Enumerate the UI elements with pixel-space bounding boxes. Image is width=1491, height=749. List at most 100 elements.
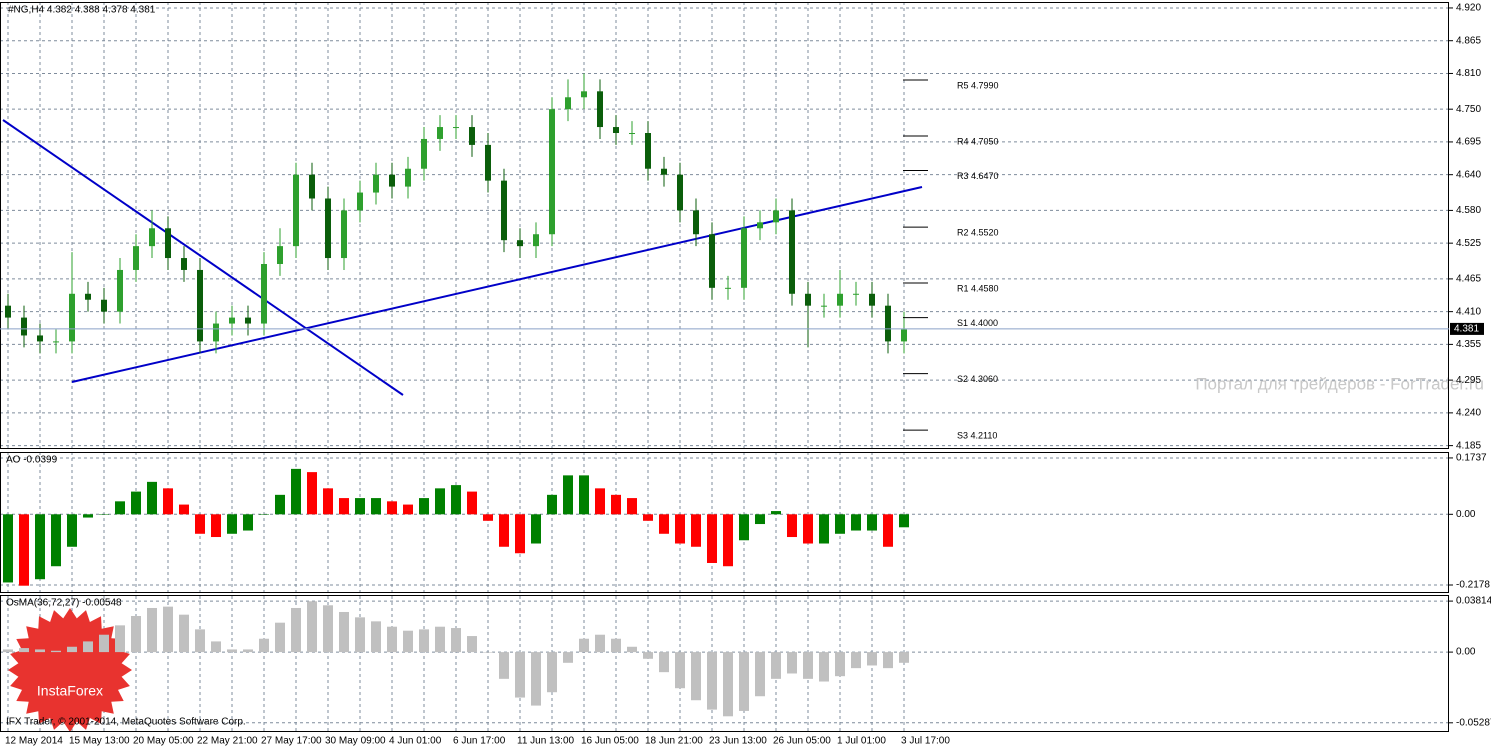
candle-body xyxy=(741,228,747,288)
last-price-label: 4.381 xyxy=(1454,324,1479,335)
histogram-bar xyxy=(259,638,269,653)
candle-body xyxy=(837,293,843,306)
histogram-bar xyxy=(611,494,621,515)
x-tick-label: 23 Jun 13:00 xyxy=(709,736,767,747)
candle-body xyxy=(805,293,811,306)
y-tick-label: 4.410 xyxy=(1456,306,1481,317)
histogram-bar xyxy=(355,617,365,653)
candle-body xyxy=(613,127,619,134)
histogram-bar xyxy=(211,641,221,653)
histogram-bar xyxy=(643,514,653,521)
candle-body xyxy=(437,127,443,139)
histogram-bar xyxy=(403,504,413,515)
histogram-bar xyxy=(787,514,797,538)
candle-body xyxy=(789,210,795,294)
candle-body xyxy=(501,180,507,241)
y-tick-label: 4.750 xyxy=(1456,104,1481,115)
chart-title: #NG,H4 4.382 4.388 4.378 4.381 xyxy=(8,5,156,16)
x-tick-label: 4 Jun 01:00 xyxy=(389,736,442,747)
candle-body xyxy=(757,222,763,229)
candle-body xyxy=(901,329,907,342)
x-tick-label: 20 May 05:00 xyxy=(133,736,194,747)
candle-body xyxy=(373,174,379,193)
y-tick-label: 4.640 xyxy=(1456,169,1481,180)
histogram-bar xyxy=(595,488,605,515)
histogram-bar xyxy=(147,481,157,515)
histogram-bar xyxy=(419,629,429,653)
candle-body xyxy=(261,264,267,324)
histogram-bar xyxy=(851,652,861,669)
candle-body xyxy=(693,210,699,235)
y-tick-label: 0.00 xyxy=(1456,509,1476,520)
candle-body xyxy=(37,335,43,342)
histogram-bar xyxy=(835,652,845,677)
histogram-bar xyxy=(3,649,13,653)
candle-body xyxy=(597,91,603,128)
histogram-bar xyxy=(211,514,221,538)
histogram-bar xyxy=(275,622,285,653)
pivot-label: R2 4.5520 xyxy=(957,227,999,237)
candle-body xyxy=(69,293,75,342)
histogram-bar xyxy=(483,652,493,653)
x-tick-label: 15 May 13:00 xyxy=(69,736,130,747)
histogram-bar xyxy=(675,652,685,689)
histogram-bar xyxy=(547,652,557,693)
histogram-bar xyxy=(371,498,381,515)
histogram-bar xyxy=(547,494,557,515)
histogram-bar xyxy=(339,498,349,515)
histogram-bar xyxy=(147,607,157,653)
histogram-bar xyxy=(435,488,445,515)
histogram-bar xyxy=(131,615,141,653)
watermark: Портал для трейдеров - ForTrader.ru xyxy=(1195,374,1484,393)
histogram-bar xyxy=(83,641,93,653)
histogram-bar xyxy=(307,472,317,515)
histogram-bar xyxy=(35,514,45,580)
histogram-bar xyxy=(227,514,237,534)
candle-body xyxy=(821,305,827,307)
candle-body xyxy=(165,228,171,259)
x-tick-label: 12 May 2014 xyxy=(5,736,63,747)
histogram-bar xyxy=(755,652,765,697)
x-tick-label: 22 May 21:00 xyxy=(197,736,258,747)
histogram-bar xyxy=(515,652,525,698)
y-tick-label: 4.695 xyxy=(1456,137,1481,148)
histogram-bar xyxy=(867,514,877,531)
histogram-bar xyxy=(51,650,61,653)
x-tick-label: 16 Jun 05:00 xyxy=(581,736,639,747)
logo-badge xyxy=(8,608,132,732)
candle-body xyxy=(229,317,235,324)
indicator-title: OsMA(36,72,27) -0.00548 xyxy=(6,598,122,609)
candle-body xyxy=(853,293,859,295)
histogram-bar xyxy=(771,652,781,679)
candle-body xyxy=(565,97,571,110)
histogram-bar xyxy=(451,485,461,515)
histogram-bar xyxy=(195,629,205,653)
y-tick-label: 4.185 xyxy=(1456,440,1481,451)
y-tick-label: 4.580 xyxy=(1456,205,1481,216)
candle-body xyxy=(181,258,187,270)
histogram-bar xyxy=(755,514,765,525)
logo: InstaForex xyxy=(8,608,132,732)
panel-frame xyxy=(0,2,1449,449)
y-tick-label: 0.00 xyxy=(1456,647,1476,658)
histogram-bar xyxy=(355,498,365,515)
x-tick-label: 11 Jun 13:00 xyxy=(517,736,575,747)
histogram-bar xyxy=(339,611,349,653)
histogram-bar xyxy=(563,652,573,663)
y-tick-label: 0.1737 xyxy=(1456,453,1487,464)
panel-frame xyxy=(0,452,1449,593)
candle-body xyxy=(645,133,651,169)
histogram-bar xyxy=(387,501,397,515)
pivot-label: R5 4.7990 xyxy=(957,80,999,90)
histogram-bar xyxy=(883,514,893,547)
histogram-bar xyxy=(243,514,253,531)
candle-body xyxy=(309,174,315,199)
histogram-bar xyxy=(707,652,717,710)
y-tick-label: -0.2178 xyxy=(1456,580,1490,591)
histogram-bar xyxy=(467,636,477,653)
pivot-label: R4 4.7050 xyxy=(957,136,999,146)
y-tick-label: -0.05287 xyxy=(1456,717,1491,728)
histogram-bar xyxy=(595,634,605,653)
y-tick-label: 4.240 xyxy=(1456,408,1481,419)
